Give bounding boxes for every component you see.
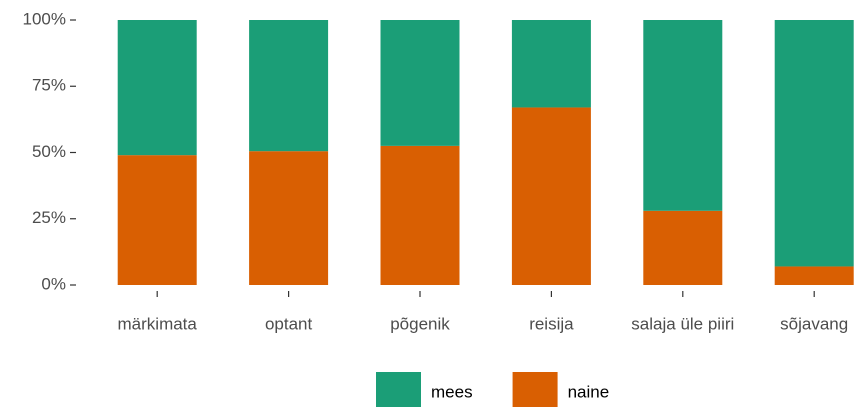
legend-label: mees	[431, 382, 473, 401]
bar-segment	[380, 20, 460, 146]
y-tick-label: 50%	[32, 142, 66, 161]
y-tick-label: 75%	[32, 76, 66, 95]
legend-swatch	[512, 372, 558, 407]
bar-segment	[511, 107, 591, 285]
bar-segment	[511, 20, 591, 108]
x-tick-label: reisija	[529, 314, 574, 333]
y-tick-label: 0%	[41, 274, 66, 293]
bar-segment	[643, 210, 723, 285]
bar-segment	[774, 20, 854, 267]
legend-label: naine	[568, 382, 610, 401]
x-tick-label: optant	[265, 314, 313, 333]
bar-segment	[380, 145, 460, 285]
bar-segment	[249, 151, 329, 285]
bar-segment	[643, 20, 723, 211]
bar-segment	[117, 155, 197, 285]
x-tick-label: märkimata	[118, 314, 198, 333]
legend-swatch	[376, 372, 421, 407]
y-tick-label: 100%	[23, 9, 66, 28]
bar-segment	[249, 20, 329, 152]
x-tick-label: sõjavang	[780, 314, 848, 333]
bar-segment	[117, 20, 197, 156]
bar-segment	[774, 266, 854, 285]
x-tick-label: salaja üle piiri	[631, 314, 734, 333]
x-tick-label: põgenik	[390, 314, 450, 333]
y-tick-label: 25%	[32, 208, 66, 227]
